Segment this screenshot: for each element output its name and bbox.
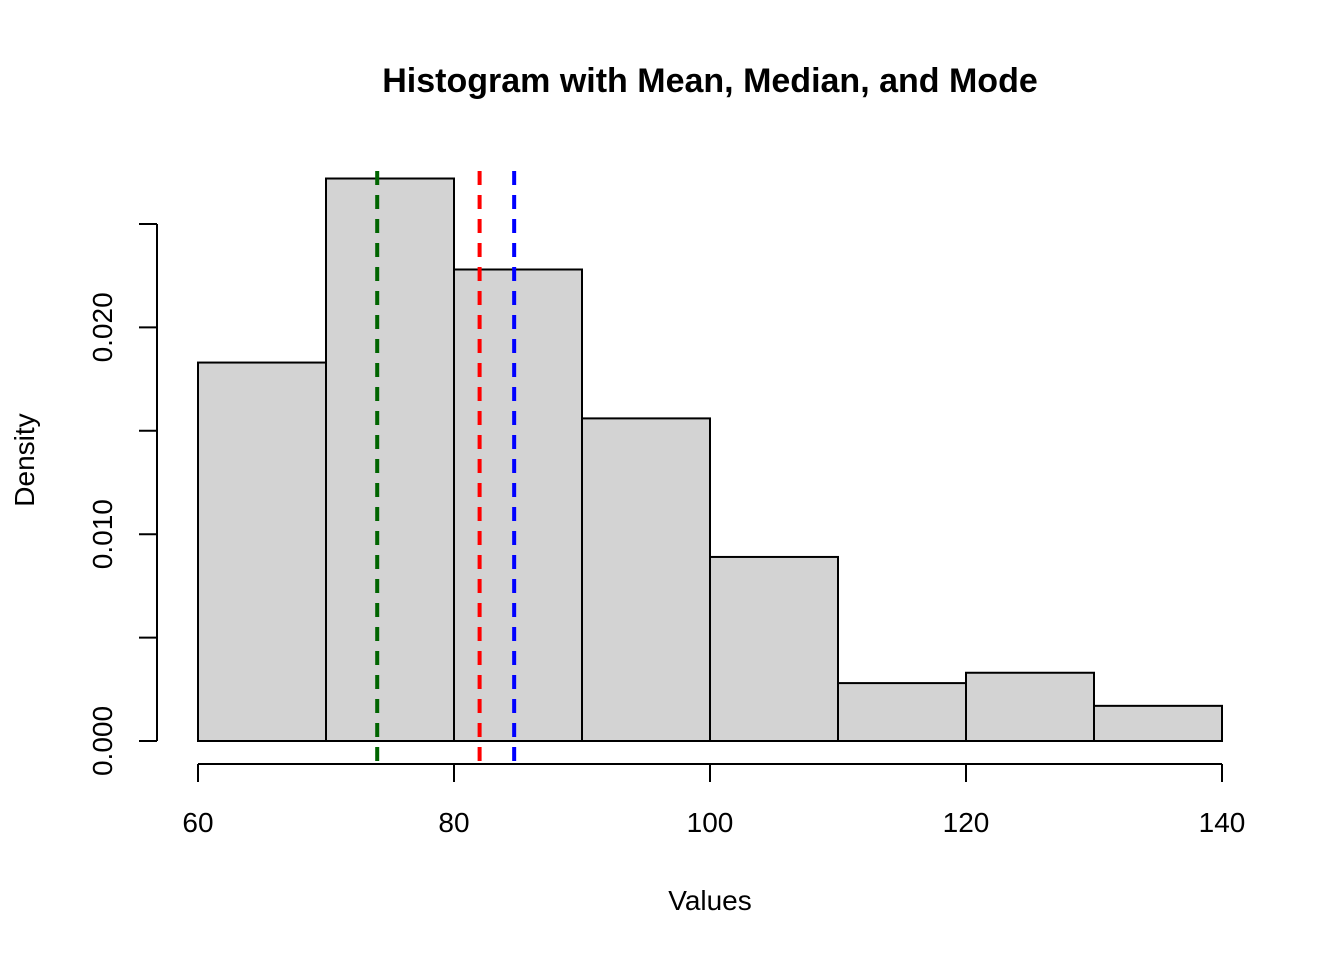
histogram-bars	[197, 177, 1223, 743]
x-tick-label: 120	[943, 807, 990, 838]
x-axis-label: Values	[668, 885, 752, 916]
histogram-bar-1	[197, 361, 327, 742]
histogram-bar-3	[453, 268, 583, 742]
y-tick-label: 0.020	[87, 292, 118, 362]
histogram-bar-5	[709, 555, 839, 742]
y-tick-label: 0.000	[87, 706, 118, 776]
y-axis: 0.000 0.010 0.020	[87, 223, 158, 776]
histogram-bar-4	[581, 417, 711, 742]
chart-title: Histogram with Mean, Median, and Mode	[382, 62, 1038, 100]
histogram-bar-7	[965, 671, 1095, 742]
x-tick-label: 80	[438, 807, 469, 838]
y-tick-label: 0.010	[87, 499, 118, 569]
x-tick-label: 60	[182, 807, 213, 838]
x-axis: 60 80 100 120 140	[182, 763, 1246, 838]
stat-lines	[375, 171, 517, 765]
y-axis-label: Density	[9, 413, 40, 506]
x-tick-label: 140	[1199, 807, 1246, 838]
histogram-bar-6	[837, 682, 967, 743]
histogram-bar-8	[1093, 704, 1223, 742]
x-tick-label: 100	[687, 807, 734, 838]
histogram-bar-2	[325, 177, 455, 742]
